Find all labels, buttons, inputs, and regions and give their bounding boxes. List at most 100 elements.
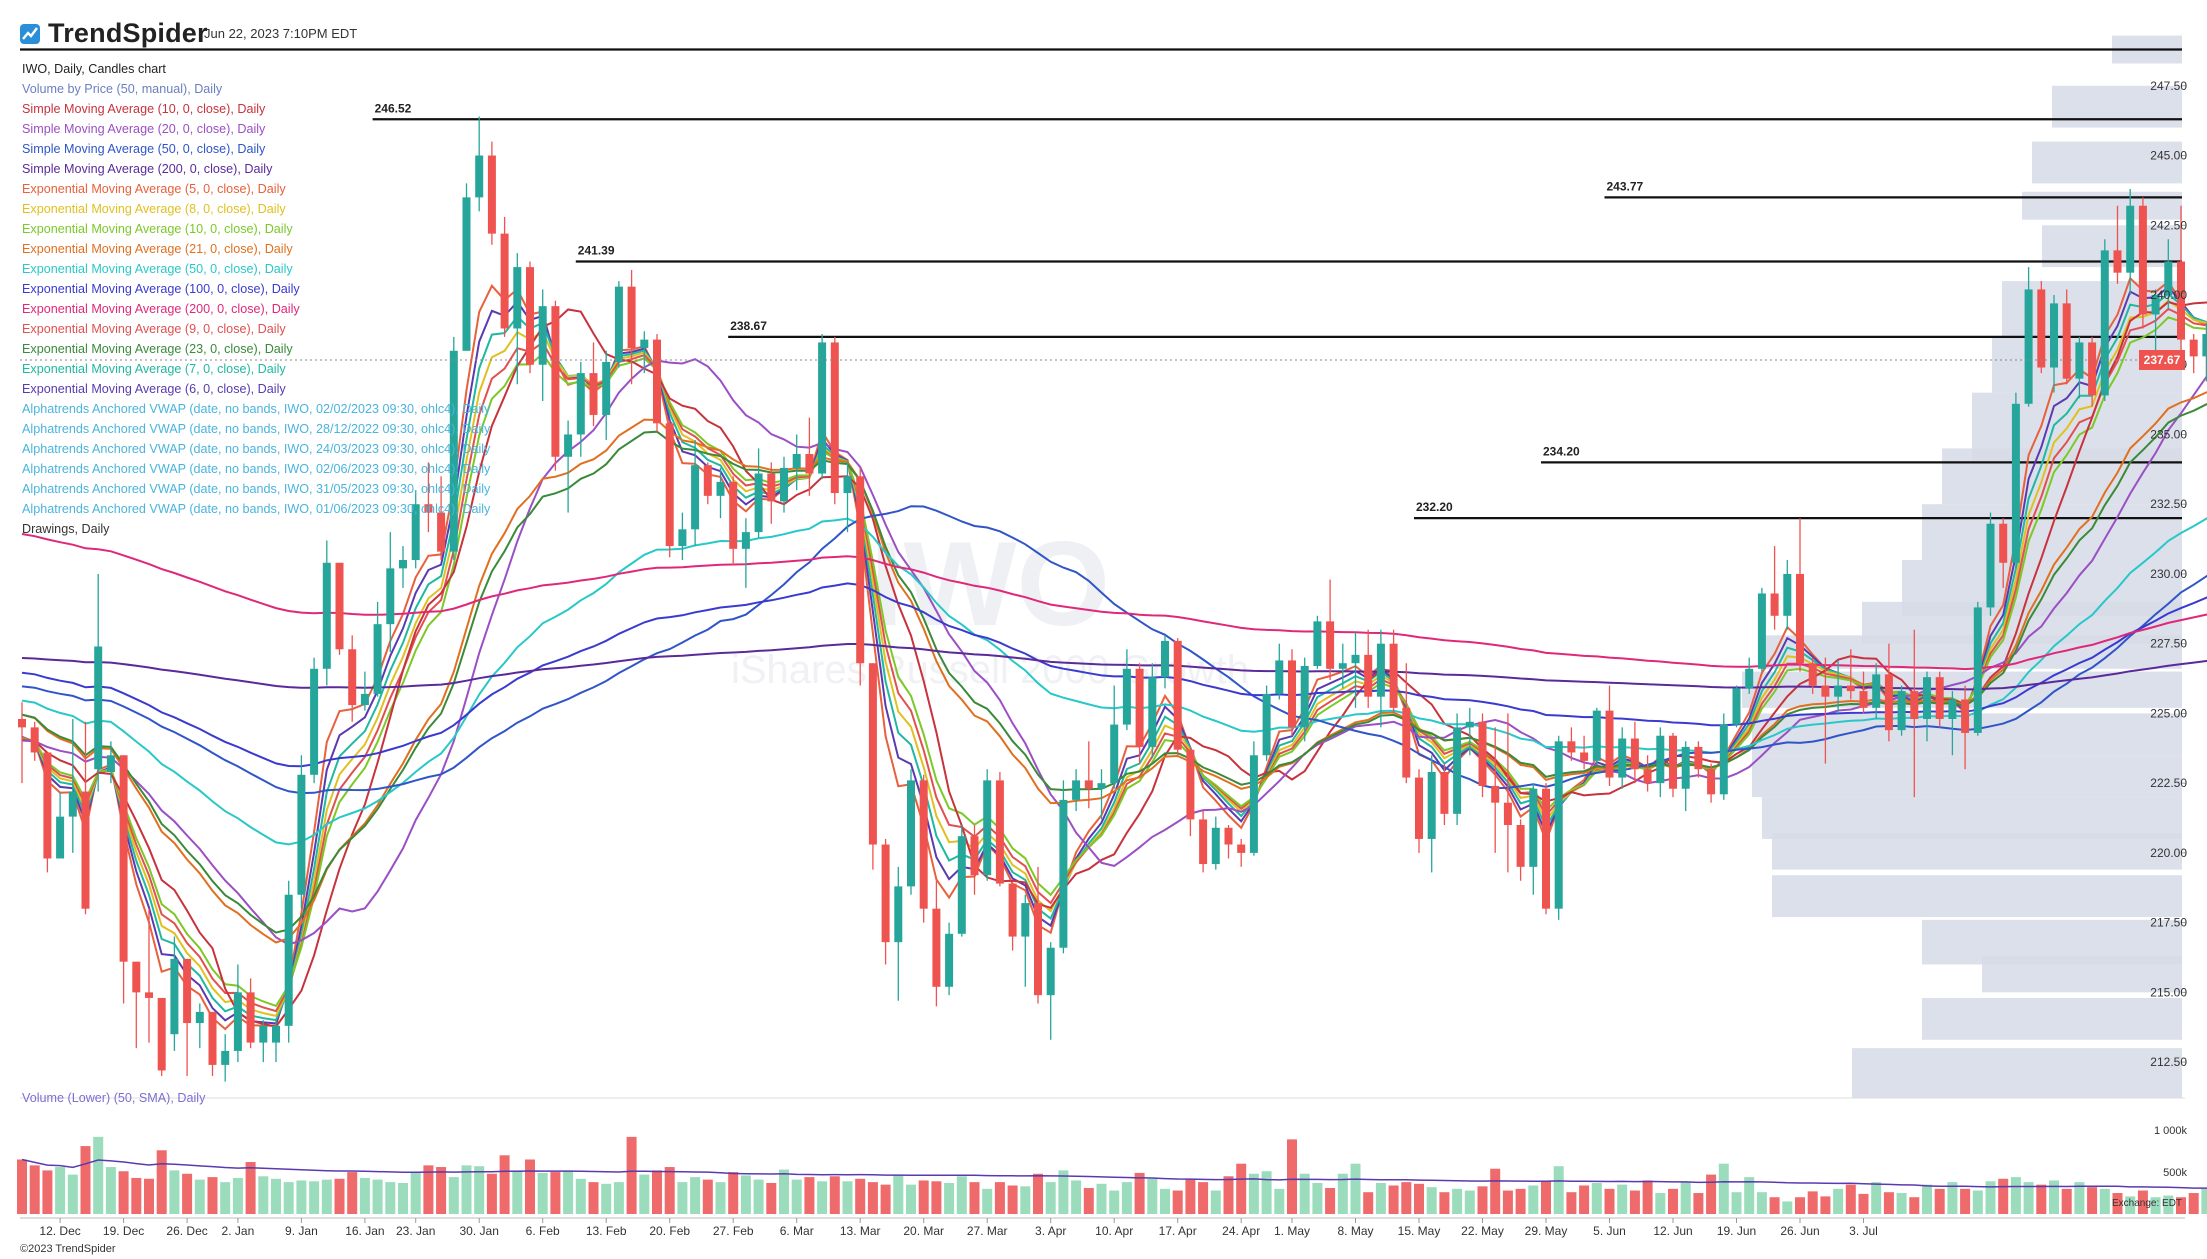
level-label: 243.77	[1607, 179, 1644, 193]
volume-bar	[639, 1174, 650, 1214]
price-tick-label: 230.00	[2150, 567, 2187, 581]
volume-bar	[1934, 1188, 1945, 1214]
legend-item[interactable]: Alphatrends Anchored VWAP (date, no band…	[22, 402, 491, 416]
legend-item[interactable]: Exponential Moving Average (9, 0, close)…	[22, 322, 286, 336]
volume-by-price-bar	[1982, 956, 2182, 993]
candle-body	[1415, 777, 1423, 839]
candle-body	[233, 992, 242, 1051]
volume-bar	[1541, 1180, 1551, 1214]
volume-bar	[144, 1178, 154, 1214]
candle-body	[1288, 660, 1296, 728]
candle-body	[805, 454, 814, 474]
volume-bar	[2176, 1197, 2186, 1214]
candle-body	[68, 791, 77, 817]
candle-body	[1542, 788, 1550, 909]
legend-item[interactable]: Volume by Price (50, manual), Daily	[22, 82, 223, 96]
volume-bar	[1998, 1178, 2009, 1214]
candle-body	[1046, 947, 1055, 996]
candle-body	[970, 836, 979, 876]
candle-body	[818, 342, 827, 474]
legend-item[interactable]: Exponential Moving Average (200, 0, clos…	[22, 302, 300, 316]
price-tick-label: 212.50	[2150, 1055, 2187, 1069]
volume-bar	[1083, 1188, 1094, 1214]
candle-body	[729, 481, 738, 549]
candle-body	[526, 267, 534, 365]
candle-body	[1262, 693, 1271, 756]
volume-bar	[664, 1167, 675, 1214]
legend-item[interactable]: Alphatrends Anchored VWAP (date, no band…	[22, 442, 491, 456]
candle-body	[881, 844, 890, 943]
legend-item[interactable]: Alphatrends Anchored VWAP (date, no band…	[22, 422, 491, 436]
candle-body	[564, 434, 573, 457]
volume-bar	[1795, 1197, 1805, 1214]
legend-item[interactable]: Exponential Moving Average (50, 0, close…	[22, 262, 293, 276]
volume-bar	[169, 1170, 180, 1214]
legend-item[interactable]: Exponential Moving Average (21, 0, close…	[22, 242, 293, 256]
legend-item[interactable]: Exponential Moving Average (8, 0, close)…	[22, 202, 286, 216]
legend-item[interactable]: Exponential Moving Average (6, 0, close)…	[22, 382, 286, 396]
legend-item[interactable]: Exponential Moving Average (23, 0, close…	[22, 342, 293, 356]
volume-bar	[1312, 1182, 1323, 1214]
legend-item[interactable]: IWO, Daily, Candles chart	[22, 62, 166, 76]
volume-axis-label: 500k	[2163, 1167, 2187, 1179]
price-tick-label: 215.00	[2150, 985, 2187, 999]
legend-item[interactable]: Simple Moving Average (50, 0, close), Da…	[22, 142, 266, 156]
candle-body	[1529, 788, 1538, 867]
legend-item[interactable]: Simple Moving Average (200, 0, close), D…	[22, 162, 273, 176]
legend-item[interactable]: Simple Moving Average (20, 0, close), Da…	[22, 122, 266, 136]
time-tick-label: 26. Dec	[166, 1224, 207, 1238]
candle-body	[1376, 643, 1385, 697]
legend-item[interactable]: Exponential Moving Average (10, 0, close…	[22, 222, 293, 236]
legend-item[interactable]: Alphatrends Anchored VWAP (date, no band…	[22, 502, 491, 516]
candle-body	[2075, 342, 2084, 379]
volume-bar	[1947, 1182, 1958, 1214]
volume-bar	[1401, 1182, 1412, 1214]
legend-item[interactable]: Alphatrends Anchored VWAP (date, no band…	[22, 462, 491, 476]
candle-body	[1148, 677, 1157, 747]
candle-body	[373, 624, 382, 694]
volume-bar	[1058, 1170, 1069, 1214]
volume-bar	[271, 1178, 281, 1214]
candle-body	[81, 791, 90, 909]
time-tick-label: 6. Feb	[526, 1224, 560, 1238]
legend-item[interactable]: Alphatrends Anchored VWAP (date, no band…	[22, 482, 491, 496]
candle-body	[957, 836, 966, 934]
legend-item[interactable]: Drawings, Daily	[22, 522, 110, 536]
legend-item[interactable]: Exponential Moving Average (5, 0, close)…	[22, 182, 286, 196]
volume-bar	[258, 1176, 269, 1214]
candle-body	[691, 465, 700, 530]
volume-by-price-bar	[1752, 755, 2182, 798]
volume-bar	[245, 1162, 256, 1214]
time-tick-label: 19. Jun	[1717, 1224, 1756, 1238]
legend-item[interactable]: Exponential Moving Average (100, 0, clos…	[22, 282, 300, 296]
volume-bar	[1833, 1188, 1844, 1214]
volume-by-price-bar	[1772, 875, 2182, 918]
trendspider-logo[interactable]: TrendSpider	[18, 18, 208, 49]
volume-bar	[1782, 1201, 1793, 1214]
volume-bar	[372, 1179, 383, 1214]
legend-item[interactable]: Exponential Moving Average (7, 0, close)…	[22, 362, 286, 376]
volume-bar	[131, 1177, 142, 1214]
candle-body	[665, 423, 674, 547]
time-tick-label: 10. Apr	[1095, 1224, 1133, 1238]
candle-body	[1935, 677, 1944, 719]
volume-bar	[702, 1179, 713, 1214]
volume-by-price-bar	[2022, 191, 2182, 220]
volume-bar	[2049, 1180, 2059, 1214]
candle-body	[1973, 607, 1982, 733]
candle-body	[2100, 250, 2109, 396]
volume-bar	[1845, 1184, 1856, 1214]
volume-bar	[740, 1175, 751, 1214]
candle-body	[995, 780, 1004, 884]
candle-body	[716, 481, 725, 496]
volume-bar	[525, 1159, 535, 1214]
candle-body	[411, 504, 420, 560]
legend-item[interactable]: Simple Moving Average (10, 0, close), Da…	[22, 102, 266, 116]
volume-bar	[1363, 1192, 1374, 1214]
volume-by-price-bar	[1762, 797, 2182, 839]
volume-bar	[55, 1167, 66, 1214]
volume-bar	[448, 1177, 459, 1214]
volume-bar	[982, 1188, 993, 1214]
